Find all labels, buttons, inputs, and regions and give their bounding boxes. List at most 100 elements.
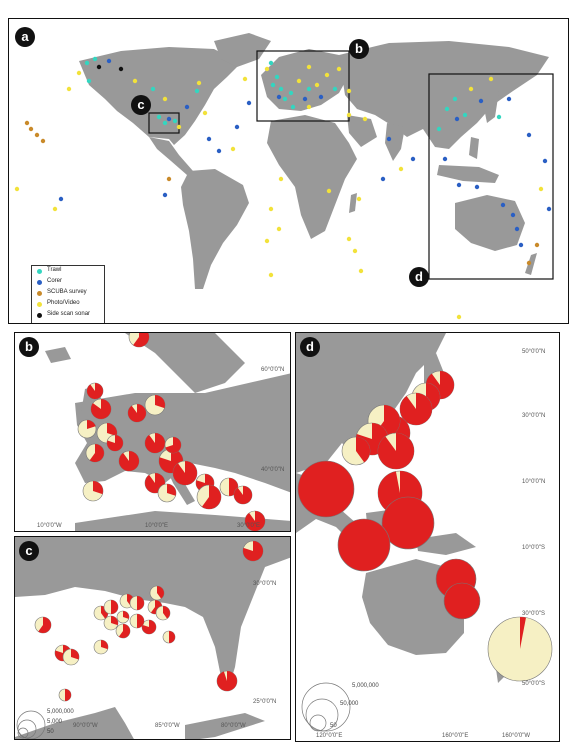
lon-label-90w: 90°0'0"W (73, 723, 98, 729)
legend-item-photo-video: Photo/Video (32, 299, 104, 310)
pie-marker (399, 392, 433, 426)
survey-point (150, 86, 156, 92)
lat-label-50n: 50°0'0"N (522, 349, 546, 355)
survey-point (398, 166, 404, 172)
europe-map-svg (45, 333, 290, 531)
survey-point (172, 118, 178, 124)
pie-marker (144, 432, 166, 454)
trawl-icon (37, 269, 42, 274)
inset-label-c: c (131, 95, 151, 115)
survey-point (514, 226, 520, 232)
inset-label-b: b (349, 39, 369, 59)
africa (267, 115, 357, 239)
survey-point (276, 94, 282, 100)
survey-point (410, 156, 416, 162)
survey-point (534, 242, 540, 248)
survey-point (336, 66, 342, 72)
survey-point (216, 148, 222, 154)
survey-point (362, 116, 368, 122)
india (385, 123, 405, 161)
size-legend-circles-c (16, 710, 46, 739)
inset-box-c[interactable] (148, 112, 180, 134)
lon-label-160w: 160°0'0"W (502, 733, 531, 739)
europe (261, 49, 349, 111)
pie-marker (77, 419, 97, 439)
survey-point (84, 60, 90, 66)
survey-point (462, 112, 468, 118)
survey-point (456, 182, 462, 188)
survey-point (386, 136, 392, 142)
scandinavia (125, 333, 245, 393)
pie-marker (115, 623, 131, 639)
lat-label-30n: 30°0'0"N (253, 581, 277, 587)
size-legend-c-5000: 5,000 (47, 719, 63, 725)
pie-marker (85, 443, 105, 463)
pie-marker (341, 436, 371, 466)
pie-marker (162, 630, 176, 644)
survey-point (206, 136, 212, 142)
lat-label-30n-d: 30°0'0"N (522, 413, 546, 419)
north-america (79, 47, 241, 145)
survey-point (454, 116, 460, 122)
survey-point (358, 268, 364, 274)
inset-label-d: d (409, 267, 429, 287)
survey-point (96, 64, 102, 70)
survey-point (242, 76, 248, 82)
survey-point (542, 158, 548, 164)
survey-point (444, 106, 450, 112)
survey-point (474, 184, 480, 190)
panel-a-world-map: a b c d Trawl Corer SCUBA survey Photo/V… (8, 18, 569, 324)
lon-label-10e: 10°0'0"E (145, 523, 169, 529)
pie-marker (164, 436, 182, 454)
survey-point (184, 104, 190, 110)
legend-item-scuba: SCUBA survey (32, 288, 104, 299)
pie-marker (155, 605, 171, 621)
lat-label-25n: 25°0'0"N (253, 699, 277, 705)
pie-marker (118, 450, 140, 472)
survey-point (518, 242, 524, 248)
survey-point (276, 226, 282, 232)
inset-box-b[interactable] (256, 50, 350, 122)
survey-point (538, 186, 544, 192)
survey-point (270, 82, 276, 88)
survey-point (488, 76, 494, 82)
survey-point (76, 70, 82, 76)
pie-marker (242, 540, 264, 562)
survey-point (28, 126, 34, 132)
survey-point (230, 146, 236, 152)
panel-d-asia-pacific: d 50°0'0"N 30°0'0"N 10°0'0"N 10°0'0"S 30… (295, 332, 560, 742)
survey-point (510, 212, 516, 218)
pie-marker (90, 398, 112, 420)
survey-point (274, 74, 280, 80)
pie-marker (443, 582, 481, 620)
survey-point (58, 196, 64, 202)
inset-box-d[interactable] (428, 73, 554, 280)
method-legend: Trawl Corer SCUBA survey Photo/Video Sid… (31, 265, 105, 323)
cuba (185, 713, 265, 739)
pie-marker (157, 483, 177, 503)
madagascar (349, 193, 357, 213)
us-gulf-coast (15, 537, 290, 687)
survey-point (306, 86, 312, 92)
size-legend-c-5000000: 5,000,000 (47, 709, 74, 715)
pie-markers-c (34, 540, 264, 702)
lat-label-10s: 10°0'0"S (522, 545, 546, 551)
survey-point (264, 66, 270, 72)
pie-marker (86, 382, 104, 400)
survey-point (86, 78, 92, 84)
lat-label-30s: 30°0'0"S (522, 611, 546, 617)
pie-marker (116, 610, 130, 624)
lon-label-10w: 10°0'0"W (37, 523, 62, 529)
survey-point (306, 104, 312, 110)
survey-point (436, 126, 442, 132)
survey-point (546, 206, 552, 212)
survey-point (162, 192, 168, 198)
survey-point (194, 88, 200, 94)
asia-pacific-map-svg (296, 333, 553, 732)
indonesia (437, 165, 499, 183)
lat-label-60n: 60°0'0"N (261, 367, 285, 373)
world-map-svg (14, 33, 554, 320)
corer-icon (37, 280, 42, 285)
pie-marker (34, 616, 52, 634)
pie-marker (127, 403, 147, 423)
